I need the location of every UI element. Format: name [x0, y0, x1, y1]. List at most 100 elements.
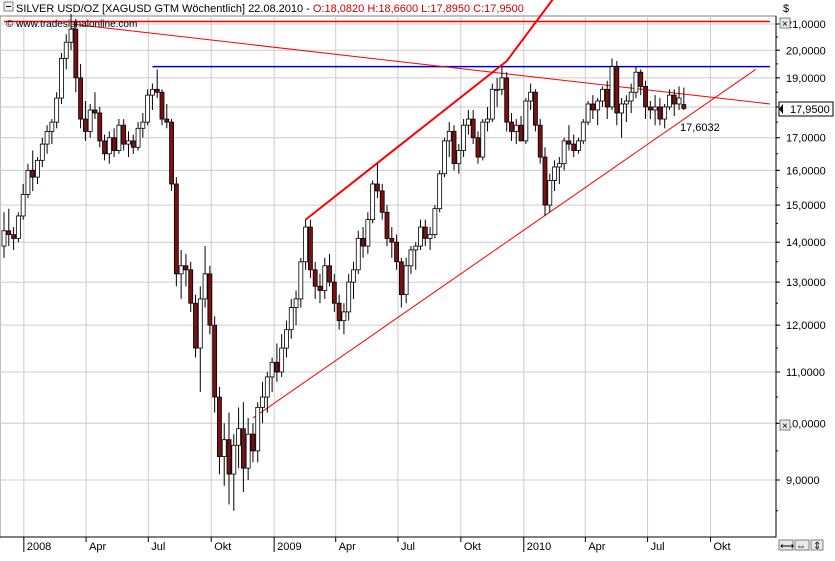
- candle: [279, 334, 285, 377]
- time-tick-label: Jul: [151, 541, 165, 553]
- candle: [59, 52, 64, 104]
- candle: [312, 261, 318, 299]
- time-tick-label: Okt: [464, 541, 481, 553]
- zoom-vertical-icon[interactable]: ⇕: [810, 539, 824, 552]
- candle-body: [398, 261, 404, 296]
- candle-body: [609, 66, 615, 108]
- candle-body: [63, 41, 69, 59]
- candle-body: [97, 112, 103, 142]
- candle-body: [422, 226, 428, 239]
- candle-body: [121, 124, 127, 145]
- candle-body: [513, 124, 519, 132]
- candle-body: [451, 131, 457, 165]
- candle: [619, 98, 624, 138]
- close-icon-2[interactable]: ×: [779, 419, 791, 432]
- candle-body: [351, 269, 356, 283]
- candle: [379, 183, 385, 220]
- candle-body: [54, 97, 60, 123]
- candle-body: [183, 265, 189, 271]
- candle-body: [197, 298, 203, 349]
- candle: [585, 101, 591, 126]
- candle-body: [307, 226, 313, 271]
- candle-body: [542, 156, 548, 206]
- currency-label: $: [783, 3, 789, 15]
- svg-text:×: ×: [782, 421, 788, 432]
- candle: [11, 227, 16, 250]
- candle: [590, 95, 596, 120]
- candle-body: [250, 433, 256, 452]
- candle: [657, 98, 663, 126]
- candle-body: [418, 226, 423, 247]
- candle: [489, 83, 495, 123]
- candle-body: [475, 137, 481, 158]
- candle: [331, 273, 337, 312]
- candle: [236, 407, 241, 469]
- candle-body: [427, 234, 433, 239]
- candle-body: [384, 211, 390, 239]
- candle: [207, 265, 213, 335]
- time-tick-label: Apr: [89, 541, 106, 553]
- candle-body: [164, 118, 170, 123]
- candle: [255, 402, 261, 463]
- candle: [528, 83, 534, 110]
- candle-body: [293, 298, 299, 308]
- candle-body: [470, 118, 476, 139]
- candle-body: [78, 77, 83, 120]
- candle-body: [461, 124, 467, 151]
- candle: [461, 119, 467, 158]
- candle: [671, 89, 677, 117]
- candle-body: [173, 183, 179, 275]
- scroll-left-right-icon[interactable]: ⟷: [778, 539, 794, 552]
- candle: [604, 80, 610, 120]
- candle: [35, 157, 40, 184]
- candle-body: [154, 88, 160, 93]
- close-icon[interactable]: ×: [779, 17, 791, 30]
- candle: [269, 357, 275, 392]
- candle: [25, 163, 31, 198]
- candle: [465, 109, 471, 135]
- candle-body: [59, 57, 64, 99]
- candle-body: [389, 237, 395, 243]
- candle: [288, 298, 294, 339]
- candle-body: [11, 234, 16, 239]
- candle-body: [298, 261, 304, 300]
- last-price-badge: 17,9500: [778, 101, 834, 117]
- candle: [442, 137, 447, 178]
- candle-body: [571, 143, 577, 151]
- price-tick-label: 14,0000: [786, 237, 826, 249]
- price-tick-label: 9,0000: [786, 475, 820, 487]
- price-tick-label: 19,0000: [786, 73, 826, 85]
- candle-body: [30, 169, 36, 178]
- candle-body: [341, 311, 347, 322]
- candle-body: [528, 91, 534, 102]
- candle: [413, 242, 419, 270]
- candle: [145, 89, 151, 126]
- price-tick-label: 16,0000: [786, 165, 826, 177]
- candle-body: [82, 118, 88, 132]
- candle-body: [394, 241, 399, 263]
- collapse-icon[interactable]: [3, 1, 14, 12]
- candle-body: [446, 131, 452, 142]
- candle: [647, 101, 653, 120]
- candle: [681, 87, 687, 111]
- candle: [437, 170, 443, 213]
- candle: [542, 147, 548, 216]
- candle-body: [552, 166, 557, 181]
- candle: [638, 69, 644, 96]
- svg-text:⟷: ⟷: [780, 541, 794, 552]
- candle-body: [20, 194, 26, 217]
- candle: [130, 134, 136, 154]
- candle-body: [365, 219, 371, 247]
- zoom-horizontal-icon[interactable]: ⇔: [794, 539, 810, 552]
- candle-body: [671, 94, 677, 105]
- candle-body: [44, 131, 50, 145]
- time-tick-label: Jul: [651, 541, 665, 553]
- candle: [485, 106, 490, 132]
- ascending-support: [252, 69, 756, 419]
- candle: [245, 417, 251, 480]
- candle: [561, 137, 567, 171]
- price-tick-label: 12,0000: [786, 320, 826, 332]
- candle-body: [556, 163, 562, 168]
- candle: [533, 89, 538, 132]
